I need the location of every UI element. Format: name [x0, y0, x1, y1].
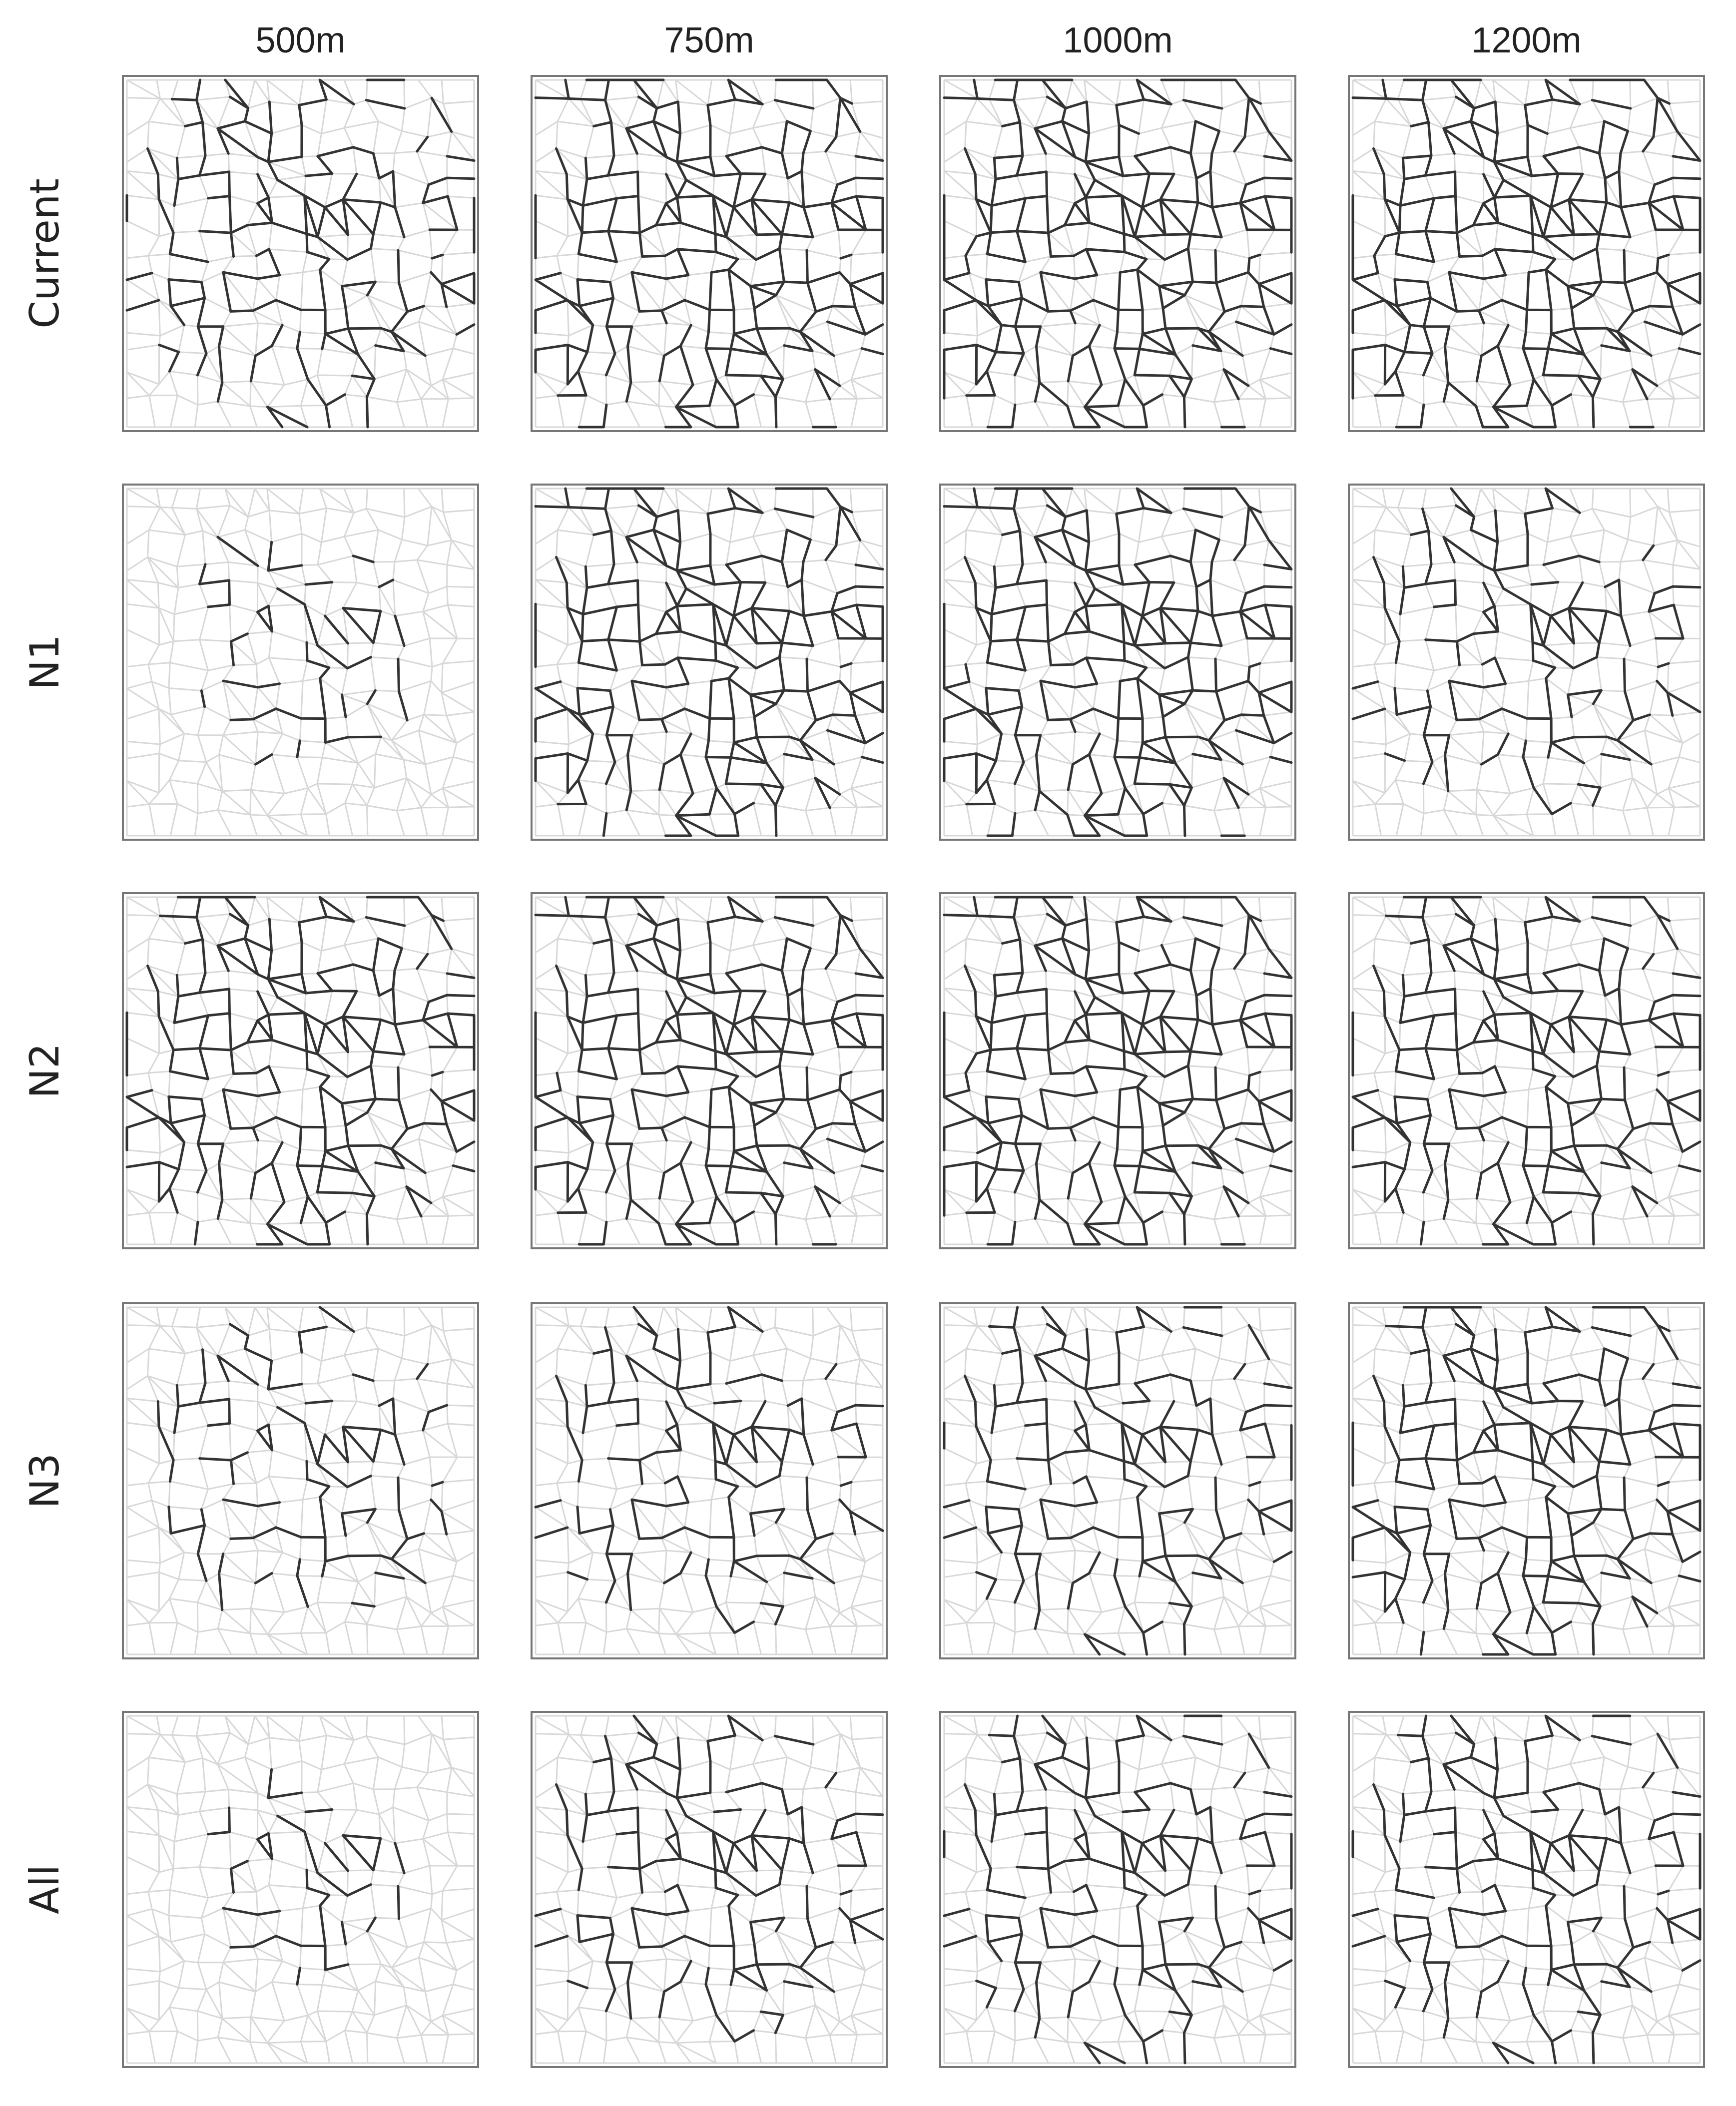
street-network [126, 1306, 475, 1655]
column-header: 1000m [1063, 20, 1172, 60]
panel-frame [1348, 892, 1705, 1249]
highlighted-streets [943, 1714, 1293, 2065]
panel-frame [939, 484, 1296, 841]
panel-frame [122, 75, 479, 432]
map-panel [1348, 1302, 1705, 1659]
map-panel [1348, 1711, 1705, 2068]
map-panel [1348, 892, 1705, 1249]
highlighted-streets [156, 1306, 449, 1611]
highlighted-streets [1351, 896, 1702, 1246]
highlighted-streets [943, 78, 1293, 429]
highlighted-streets [1351, 1714, 1702, 2065]
highlighted-streets [1351, 1306, 1702, 1656]
panel-frame [1348, 75, 1705, 432]
map-panel [531, 1302, 888, 1659]
panel-frame [122, 1302, 479, 1659]
highlighted-streets [534, 78, 884, 429]
panel-frame [1348, 484, 1705, 841]
map-panel [531, 75, 888, 432]
highlighted-streets [125, 896, 476, 1246]
map-panel [939, 892, 1296, 1249]
column-header: 1200m [1471, 20, 1581, 60]
row-header: N3 [21, 1453, 68, 1509]
map-panel [1348, 75, 1705, 432]
column-header: 500m [255, 20, 345, 60]
row-header: All [21, 1865, 68, 1914]
highlighted-streets [534, 1306, 884, 1634]
panel-frame [122, 1711, 479, 2068]
panel-frame [531, 1711, 888, 2068]
row-header: N1 [21, 634, 68, 690]
column-header: 750m [664, 20, 754, 60]
map-panel [531, 892, 888, 1249]
highlighted-streets [1351, 487, 1702, 816]
panel-frame [939, 75, 1296, 432]
highlighted-streets [943, 896, 1293, 1246]
panel-frame [531, 892, 888, 1249]
map-panel [1348, 484, 1705, 841]
map-panel [122, 1302, 479, 1659]
map-panel [939, 1711, 1296, 2068]
map-panel [122, 1711, 479, 2068]
highlighted-streets [198, 535, 409, 766]
map-panel [531, 1711, 888, 2068]
map-panel [939, 75, 1296, 432]
map-panel [939, 484, 1296, 841]
row-header: N2 [21, 1043, 68, 1098]
highlighted-streets [534, 487, 884, 837]
panel-frame [122, 484, 479, 841]
highlighted-streets [943, 1306, 1293, 1656]
highlighted-streets [125, 78, 476, 429]
highlighted-streets [534, 896, 884, 1246]
panel-frame [531, 1302, 888, 1659]
panel-frame [939, 892, 1296, 1249]
highlighted-streets [1351, 78, 1702, 429]
panel-frame [531, 484, 888, 841]
panel-frame [122, 892, 479, 1249]
street-network [126, 1715, 475, 2064]
street-network [126, 488, 475, 837]
panel-frame [939, 1302, 1296, 1659]
panel-frame [939, 1711, 1296, 2068]
highlighted-streets [943, 487, 1293, 837]
highlighted-streets [207, 1768, 406, 1986]
map-panel [939, 1302, 1296, 1659]
map-panel [122, 892, 479, 1249]
row-header: Current [21, 178, 68, 328]
panel-frame [531, 75, 888, 432]
panel-frame [1348, 1711, 1705, 2068]
highlighted-streets [534, 1714, 884, 2043]
panel-frame [1348, 1302, 1705, 1659]
map-panel [531, 484, 888, 841]
map-panel [122, 75, 479, 432]
map-panel [122, 484, 479, 841]
